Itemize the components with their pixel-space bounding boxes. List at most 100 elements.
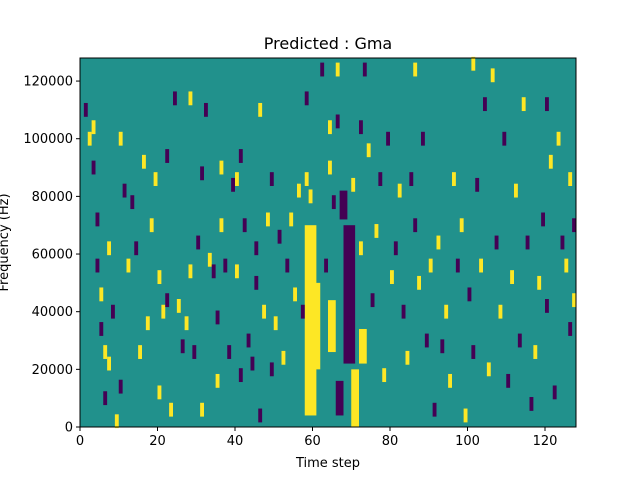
chart-title: Predicted : Gma (264, 34, 392, 53)
heatmap-cell (207, 252, 212, 267)
heatmap-cell (200, 166, 204, 181)
heatmap-cell (401, 304, 406, 319)
heatmap-cell (405, 350, 410, 365)
heatmap-cell (436, 235, 441, 250)
heatmap-cell (118, 379, 123, 394)
heatmap-cell (235, 172, 239, 186)
heatmap-cell (529, 397, 534, 411)
heatmap-cell (285, 258, 290, 273)
heatmap-cell (521, 97, 526, 112)
heatmap-cell (269, 172, 274, 186)
heatmap-cell (572, 218, 576, 233)
heatmap-cell (560, 235, 565, 250)
heatmap-cell (366, 143, 371, 158)
y-tick-label: 20000 (32, 363, 73, 378)
heatmap-cell (107, 241, 111, 256)
heatmap-cell (572, 293, 576, 308)
heatmap-band (359, 328, 367, 364)
y-tick-label: 120000 (23, 75, 73, 90)
heatmap-cell (297, 183, 301, 198)
heatmap-cell (134, 241, 139, 256)
heatmap-cell (130, 195, 135, 210)
heatmap-cell (452, 172, 456, 186)
heatmap-cell (149, 218, 154, 233)
heatmap-cell (393, 241, 398, 256)
axes-frame (79, 57, 577, 428)
x-tick-label: 120 (533, 434, 558, 449)
heatmap-cell (486, 362, 491, 377)
heatmap-cell (215, 310, 220, 325)
heatmap-cell (413, 218, 418, 233)
heatmap-band (335, 380, 344, 416)
heatmap-cell (114, 414, 119, 429)
heatmap-cell (262, 304, 266, 319)
heatmap-cell (238, 368, 243, 383)
plot-area (80, 58, 576, 427)
heatmap-cell (173, 91, 177, 106)
heatmap-cell (227, 345, 232, 359)
heatmap-cell (324, 258, 328, 273)
heatmap-cell (475, 177, 480, 192)
heatmap-cell (254, 275, 259, 290)
x-tick-label: 80 (382, 434, 399, 449)
heatmap-cell (161, 304, 166, 319)
y-tick-label: 100000 (23, 132, 73, 147)
heatmap-cell (359, 120, 363, 135)
heatmap-cell (192, 345, 197, 359)
heatmap-cell (157, 270, 162, 285)
heatmap-cell (308, 189, 313, 204)
heatmap-cell (188, 264, 193, 279)
x-axis-ticks: 0 20 40 60 80 100 120 (76, 427, 558, 449)
heatmap-band (343, 225, 356, 364)
heatmap-cell (266, 212, 270, 227)
heatmap-cell (188, 91, 193, 106)
heatmap-cell (238, 149, 243, 163)
heatmap-cell (463, 408, 468, 423)
heatmap-cell (564, 258, 569, 273)
heatmap-cell (165, 149, 170, 163)
heatmap-cell (417, 275, 421, 290)
heatmap-cell (87, 131, 92, 146)
heatmap-cell (428, 258, 433, 273)
heatmap-cell (145, 316, 150, 331)
heatmap-cell (331, 195, 336, 210)
heatmap-cell (103, 345, 108, 359)
heatmap-cell (397, 183, 402, 198)
heatmap-cell (378, 172, 383, 186)
heatmap-cell (304, 91, 309, 106)
y-tick-label: 0 (65, 421, 73, 436)
heatmap-cell (219, 160, 224, 175)
heatmap-cell (211, 264, 216, 279)
heatmap-cell (91, 160, 96, 175)
y-axis-label: Frequency (Hz) (0, 193, 12, 291)
heatmap-band (328, 300, 336, 353)
heatmap-background (80, 58, 576, 427)
x-tick-label: 0 (76, 434, 84, 449)
heatmap-cell (347, 316, 352, 331)
heatmap-cell (545, 299, 549, 313)
heatmap-cell (386, 131, 390, 146)
heatmap-cell (176, 299, 181, 313)
y-tick-label: 40000 (32, 305, 73, 320)
heatmap-cell (494, 235, 499, 250)
heatmap-cell (91, 120, 96, 135)
heatmap-band (312, 282, 321, 370)
heatmap-cell (169, 402, 173, 417)
heatmap-cell (250, 356, 255, 371)
heatmap-cell (83, 102, 88, 117)
heatmap-cell (95, 258, 100, 273)
heatmap-cell (424, 333, 429, 348)
heatmap-cell (293, 287, 297, 302)
heatmap-cell (258, 408, 263, 423)
heatmap-cell (107, 356, 111, 371)
heatmap-cell (552, 385, 557, 400)
heatmap-cell (362, 62, 367, 77)
y-tick-label: 80000 (32, 190, 73, 205)
heatmap-cell (122, 183, 127, 198)
heatmap-cell (432, 402, 437, 417)
heatmap-band (351, 369, 359, 427)
heatmap-cell (568, 322, 573, 336)
heatmap-cell (277, 229, 282, 244)
heatmap-cell (273, 316, 278, 331)
